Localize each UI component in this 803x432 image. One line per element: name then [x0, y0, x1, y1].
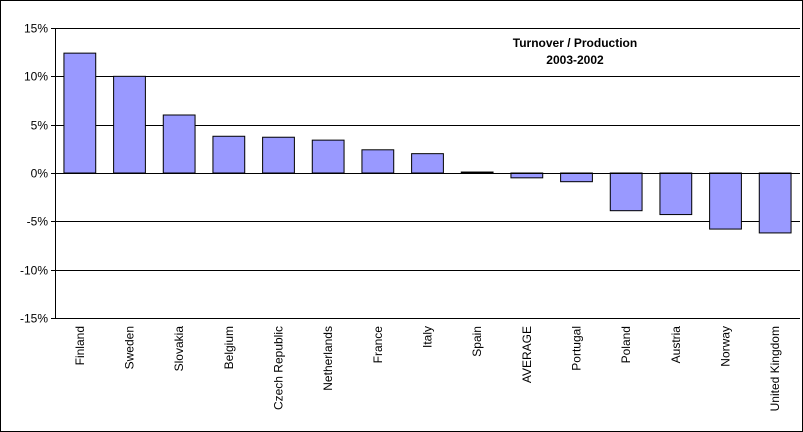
- bar-slovakia: [162, 114, 196, 174]
- bar-portugal: [560, 172, 593, 183]
- x-category-label: Norway: [719, 326, 733, 367]
- bar-united-kingdom: [758, 172, 792, 234]
- chart-title: Turnover / Production: [513, 36, 637, 50]
- x-category-label: Austria: [669, 326, 683, 364]
- bar-austria: [659, 172, 693, 216]
- x-category-label: Czech Republic: [272, 326, 286, 410]
- bar-czech-republic: [262, 136, 295, 174]
- bar-italy: [411, 153, 444, 174]
- chart-subtitle: 2003-2002: [546, 53, 604, 67]
- x-category-label: Finland: [73, 326, 87, 365]
- bar-spain: [460, 171, 494, 174]
- x-category-label: Netherlands: [321, 326, 335, 391]
- x-category-label: AVERAGE: [520, 326, 534, 383]
- x-category-label: Portugal: [570, 326, 584, 371]
- y-tick-label: 0%: [31, 167, 49, 181]
- bar-netherlands: [311, 139, 345, 174]
- bar-france: [361, 149, 395, 174]
- x-category-label: Poland: [619, 326, 633, 363]
- x-category-label: Italy: [421, 326, 435, 348]
- bar-belgium: [212, 135, 246, 174]
- axes: [51, 28, 800, 319]
- y-tick-label: -10%: [20, 264, 48, 278]
- x-category-label: United Kingdom: [768, 326, 782, 411]
- x-category-labels: Finland Sweden Slovakia Belgium Czech Republ…: [73, 326, 782, 412]
- bar-norway: [709, 172, 742, 230]
- y-tick-label: -5%: [27, 215, 49, 229]
- bars: [63, 52, 792, 234]
- y-tick-label: 5%: [31, 119, 49, 133]
- bar-finland: [63, 52, 97, 174]
- x-category-label: Slovakia: [172, 326, 186, 372]
- y-tick-label: 10%: [24, 70, 48, 84]
- bar-sweden: [113, 75, 146, 174]
- x-category-label: France: [371, 326, 385, 364]
- x-category-label: Sweden: [123, 326, 137, 369]
- y-tick-label: -15%: [20, 312, 48, 326]
- x-category-label: Belgium: [222, 326, 236, 369]
- bar-poland: [609, 172, 643, 212]
- y-tick-labels: 15% 10% 5% 0% -5% -10% -15%: [20, 22, 48, 326]
- x-category-label: Spain: [470, 326, 484, 357]
- y-tick-label: 15%: [24, 22, 48, 36]
